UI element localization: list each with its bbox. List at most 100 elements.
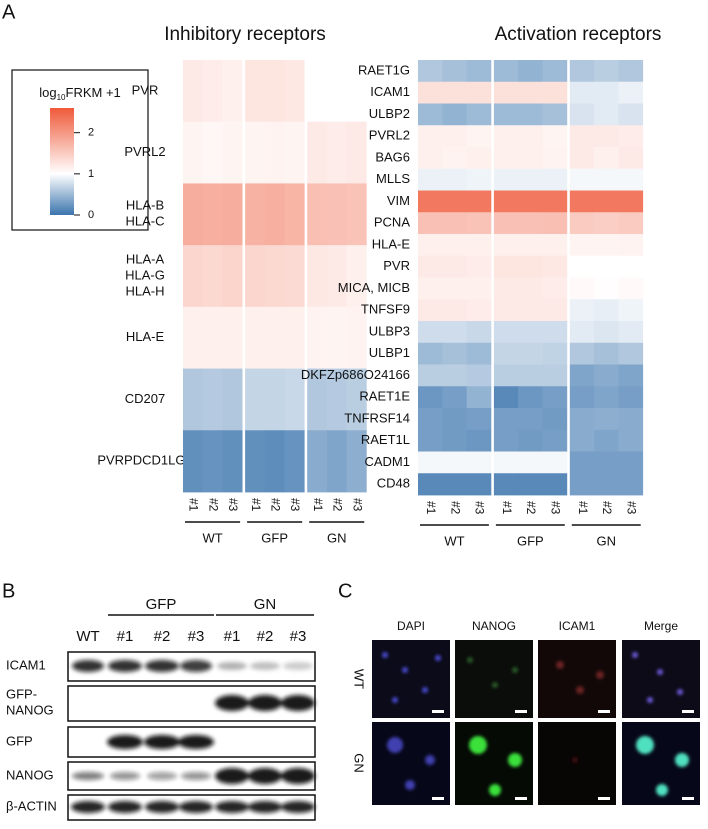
heatmap-cell xyxy=(307,306,328,369)
heatmap-cell xyxy=(493,277,519,300)
column-label: #2 xyxy=(331,498,345,512)
heatmap-cell xyxy=(466,255,492,278)
heatmap-cell xyxy=(418,212,443,235)
heatmap-cell xyxy=(284,430,305,493)
heatmap-cell xyxy=(542,60,568,83)
heatmap-cell xyxy=(183,121,204,184)
heatmap-cell xyxy=(442,234,467,257)
heatmap-cell xyxy=(307,121,328,184)
heatmap-title: Inhibitory receptors xyxy=(164,24,326,45)
heatmap-cell xyxy=(418,277,443,300)
heatmap-cell xyxy=(346,245,367,308)
heatmap-cell xyxy=(418,429,443,452)
heatmap-cell xyxy=(569,234,595,257)
heatmap-cell xyxy=(264,60,285,123)
heatmap-cell xyxy=(618,321,644,344)
image-row-label: WT xyxy=(352,669,367,689)
heatmap-cell xyxy=(264,183,285,246)
row-label: RAET1G xyxy=(358,62,410,77)
heatmap-cell xyxy=(569,299,595,322)
heatmap-cell xyxy=(542,81,568,104)
heatmap-cell xyxy=(569,342,595,365)
heatmap-cell xyxy=(518,321,543,344)
heatmap-cell xyxy=(518,234,543,257)
heatmap-cell xyxy=(264,306,285,369)
heatmap-cell xyxy=(466,147,492,170)
heatmap-cell xyxy=(569,364,595,387)
column-label: #1 xyxy=(576,501,590,515)
heatmap-cell xyxy=(594,60,619,83)
heatmap-cell xyxy=(594,321,619,344)
heatmap-cell xyxy=(618,277,644,300)
row-label: VIM xyxy=(387,193,410,208)
column-label: #2 xyxy=(600,501,614,515)
heatmap-cell xyxy=(493,168,519,191)
heatmap-cell xyxy=(594,125,619,148)
heatmap-cell xyxy=(594,342,619,365)
legend-tick-label: 0 xyxy=(88,209,94,221)
heatmap-cell xyxy=(618,103,644,126)
heatmap-cell xyxy=(493,408,519,431)
heatmap-cell xyxy=(518,342,543,365)
heatmap-cell xyxy=(493,429,519,452)
heatmap-cell xyxy=(442,168,467,191)
heatmap-cell xyxy=(493,147,519,170)
heatmap-cell xyxy=(284,306,305,369)
heatmap-cell xyxy=(442,125,467,148)
row-label: DKFZp686O24166 xyxy=(301,367,410,382)
heatmap-cell xyxy=(542,277,568,300)
heatmap-cell xyxy=(493,60,519,83)
heatmap-cell xyxy=(542,321,568,344)
row-label: PVRL2 xyxy=(369,128,410,143)
row-label: HLA-G xyxy=(125,267,165,282)
blot-row-label: GFP xyxy=(6,733,33,748)
heatmap-cell xyxy=(442,342,467,365)
heatmap-cell xyxy=(518,60,543,83)
heatmap-cell xyxy=(493,451,519,474)
heatmap-cell xyxy=(594,277,619,300)
heatmap-cell xyxy=(442,408,467,431)
heatmap-cell xyxy=(442,364,467,387)
heatmap-cell xyxy=(418,364,443,387)
heatmap-cell xyxy=(466,190,492,213)
heatmap-cell xyxy=(518,408,543,431)
heatmap-cell xyxy=(518,429,543,452)
heatmap-cell xyxy=(493,234,519,257)
heatmap-cell xyxy=(493,342,519,365)
heatmap-cell xyxy=(245,368,266,431)
lane-label: #1 xyxy=(117,628,134,645)
heatmap-cell xyxy=(307,368,328,431)
micrographs xyxy=(372,640,700,805)
row-label: PVRPDCD1LG2 xyxy=(97,453,192,468)
heatmap-cell xyxy=(418,451,443,474)
heatmap-cell xyxy=(618,299,644,322)
image-column-label: DAPI xyxy=(397,619,425,633)
heatmap-cell xyxy=(183,245,204,308)
row-label: MLLS xyxy=(376,171,410,186)
column-label: #3 xyxy=(226,498,240,512)
heatmap-cell xyxy=(222,183,243,246)
heatmap-cell xyxy=(518,255,543,278)
legend-gradient xyxy=(50,108,74,215)
heatmap-cell xyxy=(569,321,595,344)
heatmap-cell xyxy=(418,147,443,170)
heatmap-cell xyxy=(518,125,543,148)
heatmap-cell xyxy=(542,451,568,474)
heatmap-cell xyxy=(245,183,266,246)
heatmap-cell xyxy=(569,386,595,409)
heatmap-cell xyxy=(442,255,467,278)
row-label: ULBP1 xyxy=(369,345,410,360)
heatmap-cell xyxy=(222,368,243,431)
blot-row-label: β-ACTIN xyxy=(6,798,57,813)
column-label: #3 xyxy=(548,501,562,515)
heatmap-cell xyxy=(594,451,619,474)
column-label: #3 xyxy=(473,501,487,515)
heatmap-cell xyxy=(594,386,619,409)
heatmap-cell xyxy=(569,255,595,278)
blot-row-label: NANOG xyxy=(6,767,54,782)
heatmap-cell xyxy=(307,245,328,308)
heatmap-cell xyxy=(594,364,619,387)
heatmap-cell xyxy=(442,429,467,452)
heatmap-cell xyxy=(346,306,367,369)
heatmap-cell xyxy=(202,245,223,308)
